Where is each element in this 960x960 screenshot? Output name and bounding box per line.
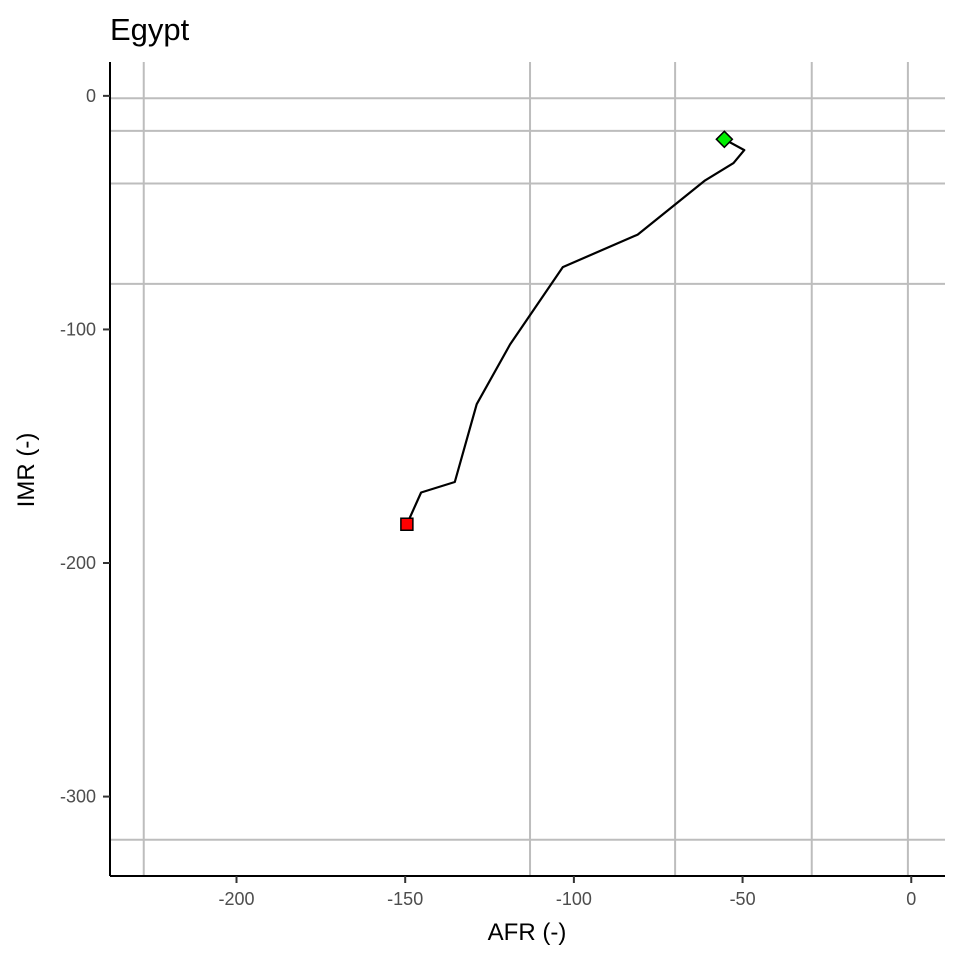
x-tick-label: 0: [906, 889, 916, 909]
x-ticks: -200 -150 -100 -50 0: [218, 876, 916, 909]
y-tick-label: -200: [60, 553, 96, 573]
y-tick-label: -100: [60, 319, 96, 339]
y-tick-label: 0: [86, 86, 96, 106]
grid: [110, 62, 945, 876]
y-ticks: 0 -100 -200 -300: [60, 86, 110, 807]
markers-layer: [400, 130, 734, 531]
chart-title: Egypt: [110, 12, 190, 47]
y-axis-title: IMR (-): [13, 433, 40, 508]
x-tick-label: -100: [556, 889, 592, 909]
x-tick-label: -200: [218, 889, 254, 909]
x-axis-title: AFR (-): [488, 919, 567, 946]
x-tick-label: -150: [387, 889, 423, 909]
series-layer: [405, 138, 746, 525]
axes: [109, 62, 945, 877]
x-tick-label: -50: [730, 889, 756, 909]
trajectory-line: [405, 138, 746, 525]
y-tick-label: -300: [60, 787, 96, 807]
end-marker-diamond: [715, 130, 734, 149]
start-marker-square: [400, 517, 414, 531]
